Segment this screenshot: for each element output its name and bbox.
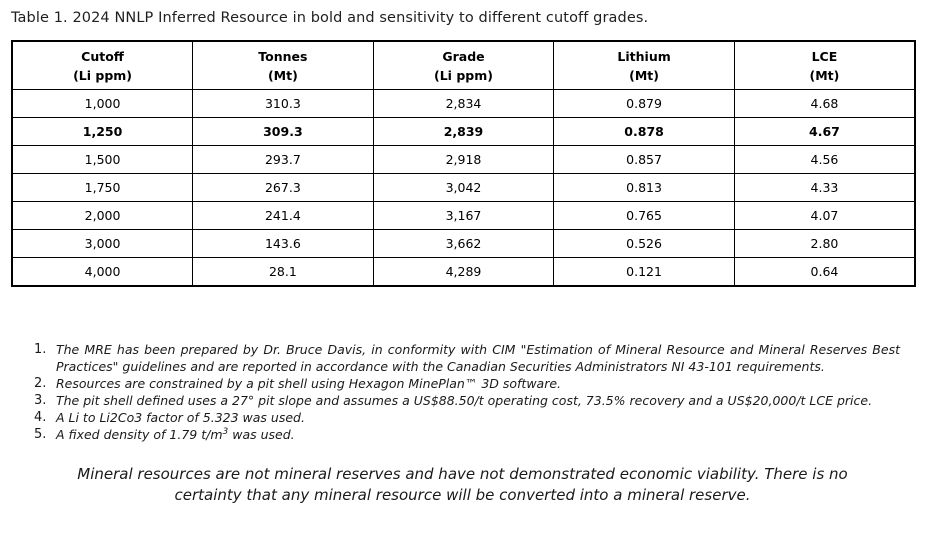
footnote-number: 2. — [34, 376, 47, 391]
footnote-text: Resources are constrained by a pit shell… — [56, 376, 562, 391]
table-cell: 4,000 — [11, 257, 194, 287]
table-cell: 3,000 — [11, 229, 194, 258]
table-cell: 143.6 — [192, 229, 374, 258]
footnote-text-before: A fixed density of 1.79 t/m — [56, 427, 223, 442]
footnote-item: 4. A Li to Li2Co3 factor of 5.323 was us… — [32, 409, 904, 426]
table-cell: 1,750 — [11, 173, 194, 202]
table-cell: 1,250 — [11, 117, 194, 146]
table-cell: 2,834 — [372, 89, 555, 118]
footnote-text-after: was used. — [228, 427, 295, 442]
table-cell: 2.80 — [733, 229, 916, 258]
table-row: 1,500 293.7 2,918 0.857 4.56 — [11, 145, 916, 174]
column-name: Tonnes — [258, 48, 308, 64]
resource-table: Cutoff (Li ppm) Tonnes (Mt) Grade (Li pp… — [11, 40, 916, 287]
table-cell: 0.765 — [553, 201, 735, 230]
column-header-lithium: Lithium (Mt) — [553, 40, 735, 90]
table-cell: 1,500 — [11, 145, 194, 174]
footnotes-list: 1. The MRE has been prepared by Dr. Bruc… — [32, 341, 904, 443]
table-cell: 0.64 — [733, 257, 916, 287]
footnote-item: 1. The MRE has been prepared by Dr. Bruc… — [32, 341, 904, 375]
footnote-item: 5. A fixed density of 1.79 t/m3 was used… — [32, 426, 904, 443]
table-cell: 2,000 — [11, 201, 194, 230]
footnote-text: The MRE has been prepared by Dr. Bruce D… — [56, 342, 900, 374]
column-name: Cutoff — [81, 48, 124, 64]
footnote-item: 2. Resources are constrained by a pit sh… — [32, 375, 904, 392]
footnote-text: A fixed density of 1.79 t/m3 was used. — [56, 426, 904, 443]
table-cell: 28.1 — [192, 257, 374, 287]
footnote-number: 1. — [34, 342, 47, 357]
footnote-text: A Li to Li2Co3 factor of 5.323 was used. — [56, 410, 305, 425]
table-cell: 309.3 — [192, 117, 374, 146]
footnote-number: 4. — [34, 410, 47, 425]
table-cell: 3,662 — [372, 229, 555, 258]
table-header-row: Cutoff (Li ppm) Tonnes (Mt) Grade (Li pp… — [11, 40, 916, 90]
table-cell: 4.07 — [733, 201, 916, 230]
table-cell: 267.3 — [192, 173, 374, 202]
footnote-superscript: 3 — [222, 426, 229, 437]
table-row: 3,000 143.6 3,662 0.526 2.80 — [11, 229, 916, 258]
column-name: Grade — [442, 48, 485, 64]
footnote-text: The pit shell defined uses a 27° pit slo… — [56, 393, 873, 408]
table-row: 1,750 267.3 3,042 0.813 4.33 — [11, 173, 916, 202]
column-header-lce: LCE (Mt) — [733, 40, 916, 90]
table-cell: 4.67 — [733, 117, 916, 146]
table-row: 1,000 310.3 2,834 0.879 4.68 — [11, 89, 916, 118]
column-header-cutoff: Cutoff (Li ppm) — [11, 40, 194, 90]
column-name: Lithium — [617, 48, 671, 64]
column-header-grade: Grade (Li ppm) — [372, 40, 555, 90]
table-cell: 4.56 — [733, 145, 916, 174]
disclaimer-line-1: Mineral resources are not mineral reserv… — [77, 465, 848, 483]
column-header-tonnes: Tonnes (Mt) — [192, 40, 374, 90]
disclaimer: Mineral resources are not mineral reserv… — [10, 464, 915, 506]
table-cell: 293.7 — [192, 145, 374, 174]
table-row-highlighted: 1,250 309.3 2,839 0.878 4.67 — [11, 117, 916, 146]
table-cell: 0.813 — [553, 173, 735, 202]
table-cell: 3,042 — [372, 173, 555, 202]
table-cell: 310.3 — [192, 89, 374, 118]
column-unit: (Mt) — [809, 67, 840, 83]
table-body: 1,000 310.3 2,834 0.879 4.68 1,250 309.3… — [11, 89, 916, 287]
table-cell: 0.121 — [553, 257, 735, 287]
table-cell: 241.4 — [192, 201, 374, 230]
table-row: 4,000 28.1 4,289 0.121 0.64 — [11, 257, 916, 287]
table-cell: 2,839 — [372, 117, 555, 146]
table-cell: 0.526 — [553, 229, 735, 258]
table-cell: 4,289 — [372, 257, 555, 287]
footnote-item: 3. The pit shell defined uses a 27° pit … — [32, 392, 904, 409]
table-row: 2,000 241.4 3,167 0.765 4.07 — [11, 201, 916, 230]
table-header: Cutoff (Li ppm) Tonnes (Mt) Grade (Li pp… — [11, 40, 916, 90]
table-cell: 0.857 — [553, 145, 735, 174]
column-unit: (Li ppm) — [73, 67, 133, 83]
footnote-number: 3. — [34, 393, 47, 408]
column-unit: (Li ppm) — [434, 67, 493, 83]
table-cell: 1,000 — [11, 89, 194, 118]
column-name: LCE — [811, 48, 838, 64]
table-cell: 4.68 — [733, 89, 916, 118]
table-cell: 0.879 — [553, 89, 735, 118]
footnote-number: 5. — [34, 427, 47, 442]
page-title: Table 1. 2024 NNLP Inferred Resource in … — [11, 10, 649, 26]
table-cell: 3,167 — [372, 201, 555, 230]
column-unit: (Mt) — [629, 67, 659, 83]
disclaimer-line-2: certainty that any mineral resource will… — [174, 486, 751, 504]
table-cell: 2,918 — [372, 145, 555, 174]
table-cell: 4.33 — [733, 173, 916, 202]
table-cell: 0.878 — [553, 117, 735, 146]
column-unit: (Mt) — [267, 67, 298, 83]
